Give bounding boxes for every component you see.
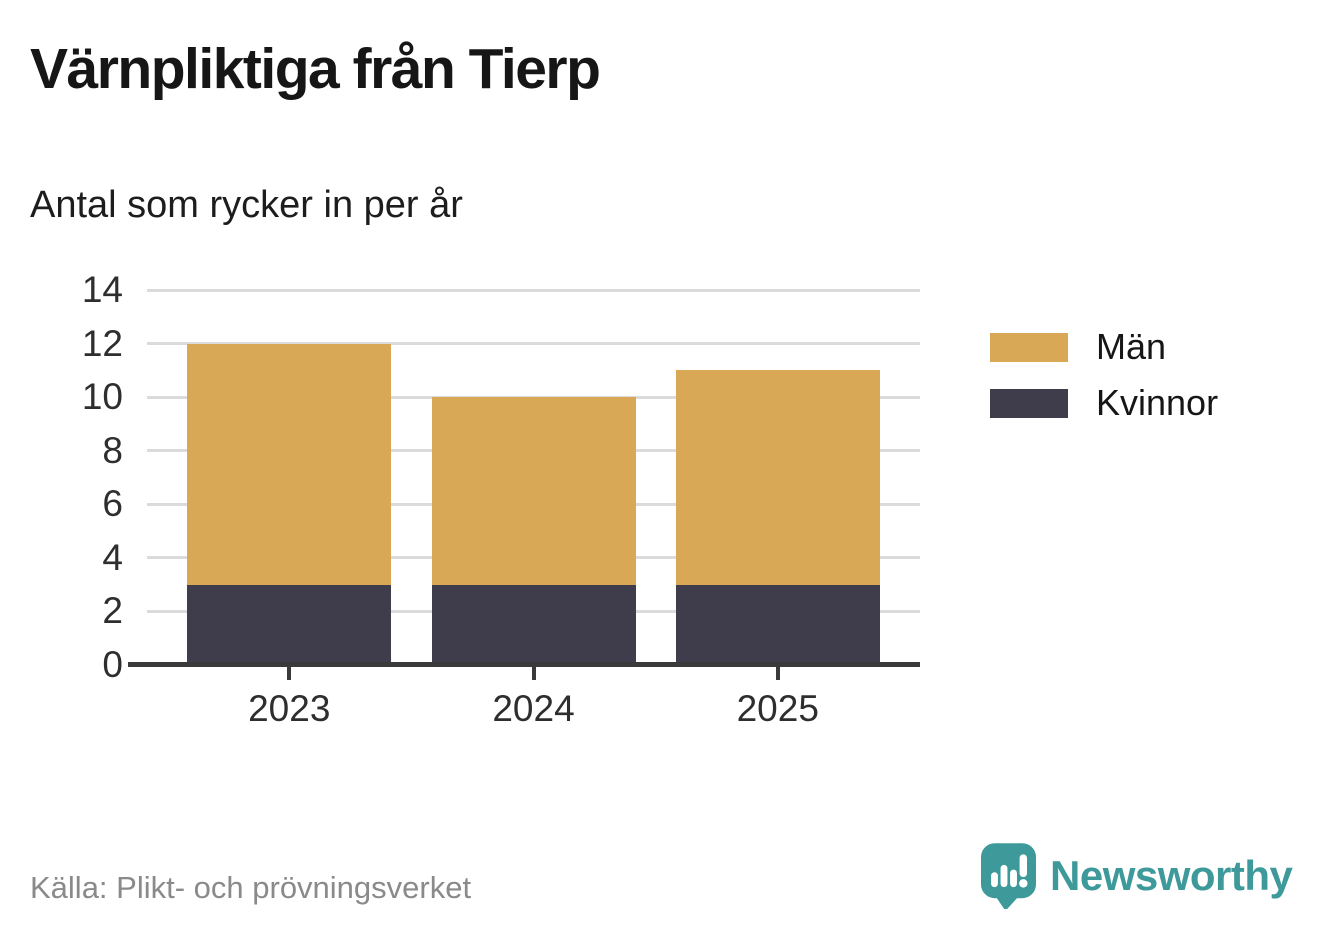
- chart-subtitle: Antal som rycker in per år: [30, 184, 463, 226]
- bar-2024-kvinnor: [431, 584, 636, 665]
- bar-2023-kvinnor: [187, 584, 392, 665]
- y-axis-label-8: 8: [102, 429, 123, 471]
- y-axis-label-6: 6: [102, 483, 123, 525]
- x-axis-tick-2023: [287, 667, 292, 680]
- bar-2025-kvinnor: [675, 584, 880, 665]
- x-axis-label-2025: 2025: [736, 688, 819, 729]
- newsworthy-brand-name: Newsworthy: [1050, 852, 1293, 899]
- x-axis-line: [128, 662, 920, 667]
- page-title: Värnpliktiga från Tierp: [30, 37, 601, 101]
- y-axis-label-14: 14: [81, 269, 123, 310]
- legend-swatch-man: [990, 332, 1068, 362]
- y-axis-label-12: 12: [81, 322, 123, 364]
- source-attribution: Källa: Plikt- och prövningsverket: [30, 870, 472, 905]
- y-axis-label-2: 2: [102, 590, 123, 632]
- y-axis-label-0: 0: [102, 644, 123, 685]
- legend-item-kvinnor: Kvinnor: [990, 382, 1218, 424]
- legend-label-man: Män: [1096, 326, 1167, 367]
- legend-label-kvinnor: Kvinnor: [1096, 382, 1219, 423]
- y-axis-label-4: 4: [102, 536, 123, 578]
- bar-2024-män: [431, 397, 636, 585]
- newsworthy-brand: Newsworthy: [981, 843, 1293, 909]
- x-axis-label-2023: 2023: [248, 688, 331, 729]
- x-axis-label-2024: 2024: [492, 688, 575, 729]
- newsworthy-logo-icon: [981, 843, 1036, 909]
- bar-2025-män: [675, 370, 880, 585]
- y-axis-label-10: 10: [81, 376, 123, 418]
- x-axis-tick-2024: [531, 667, 536, 680]
- gridline-y12: [147, 342, 920, 346]
- x-axis-tick-2025: [775, 667, 780, 680]
- gridline-y14: [147, 288, 920, 292]
- legend-swatch-kvinnor: [990, 388, 1068, 418]
- bar-2023-män: [187, 343, 392, 585]
- legend-item-man: Män: [990, 326, 1166, 368]
